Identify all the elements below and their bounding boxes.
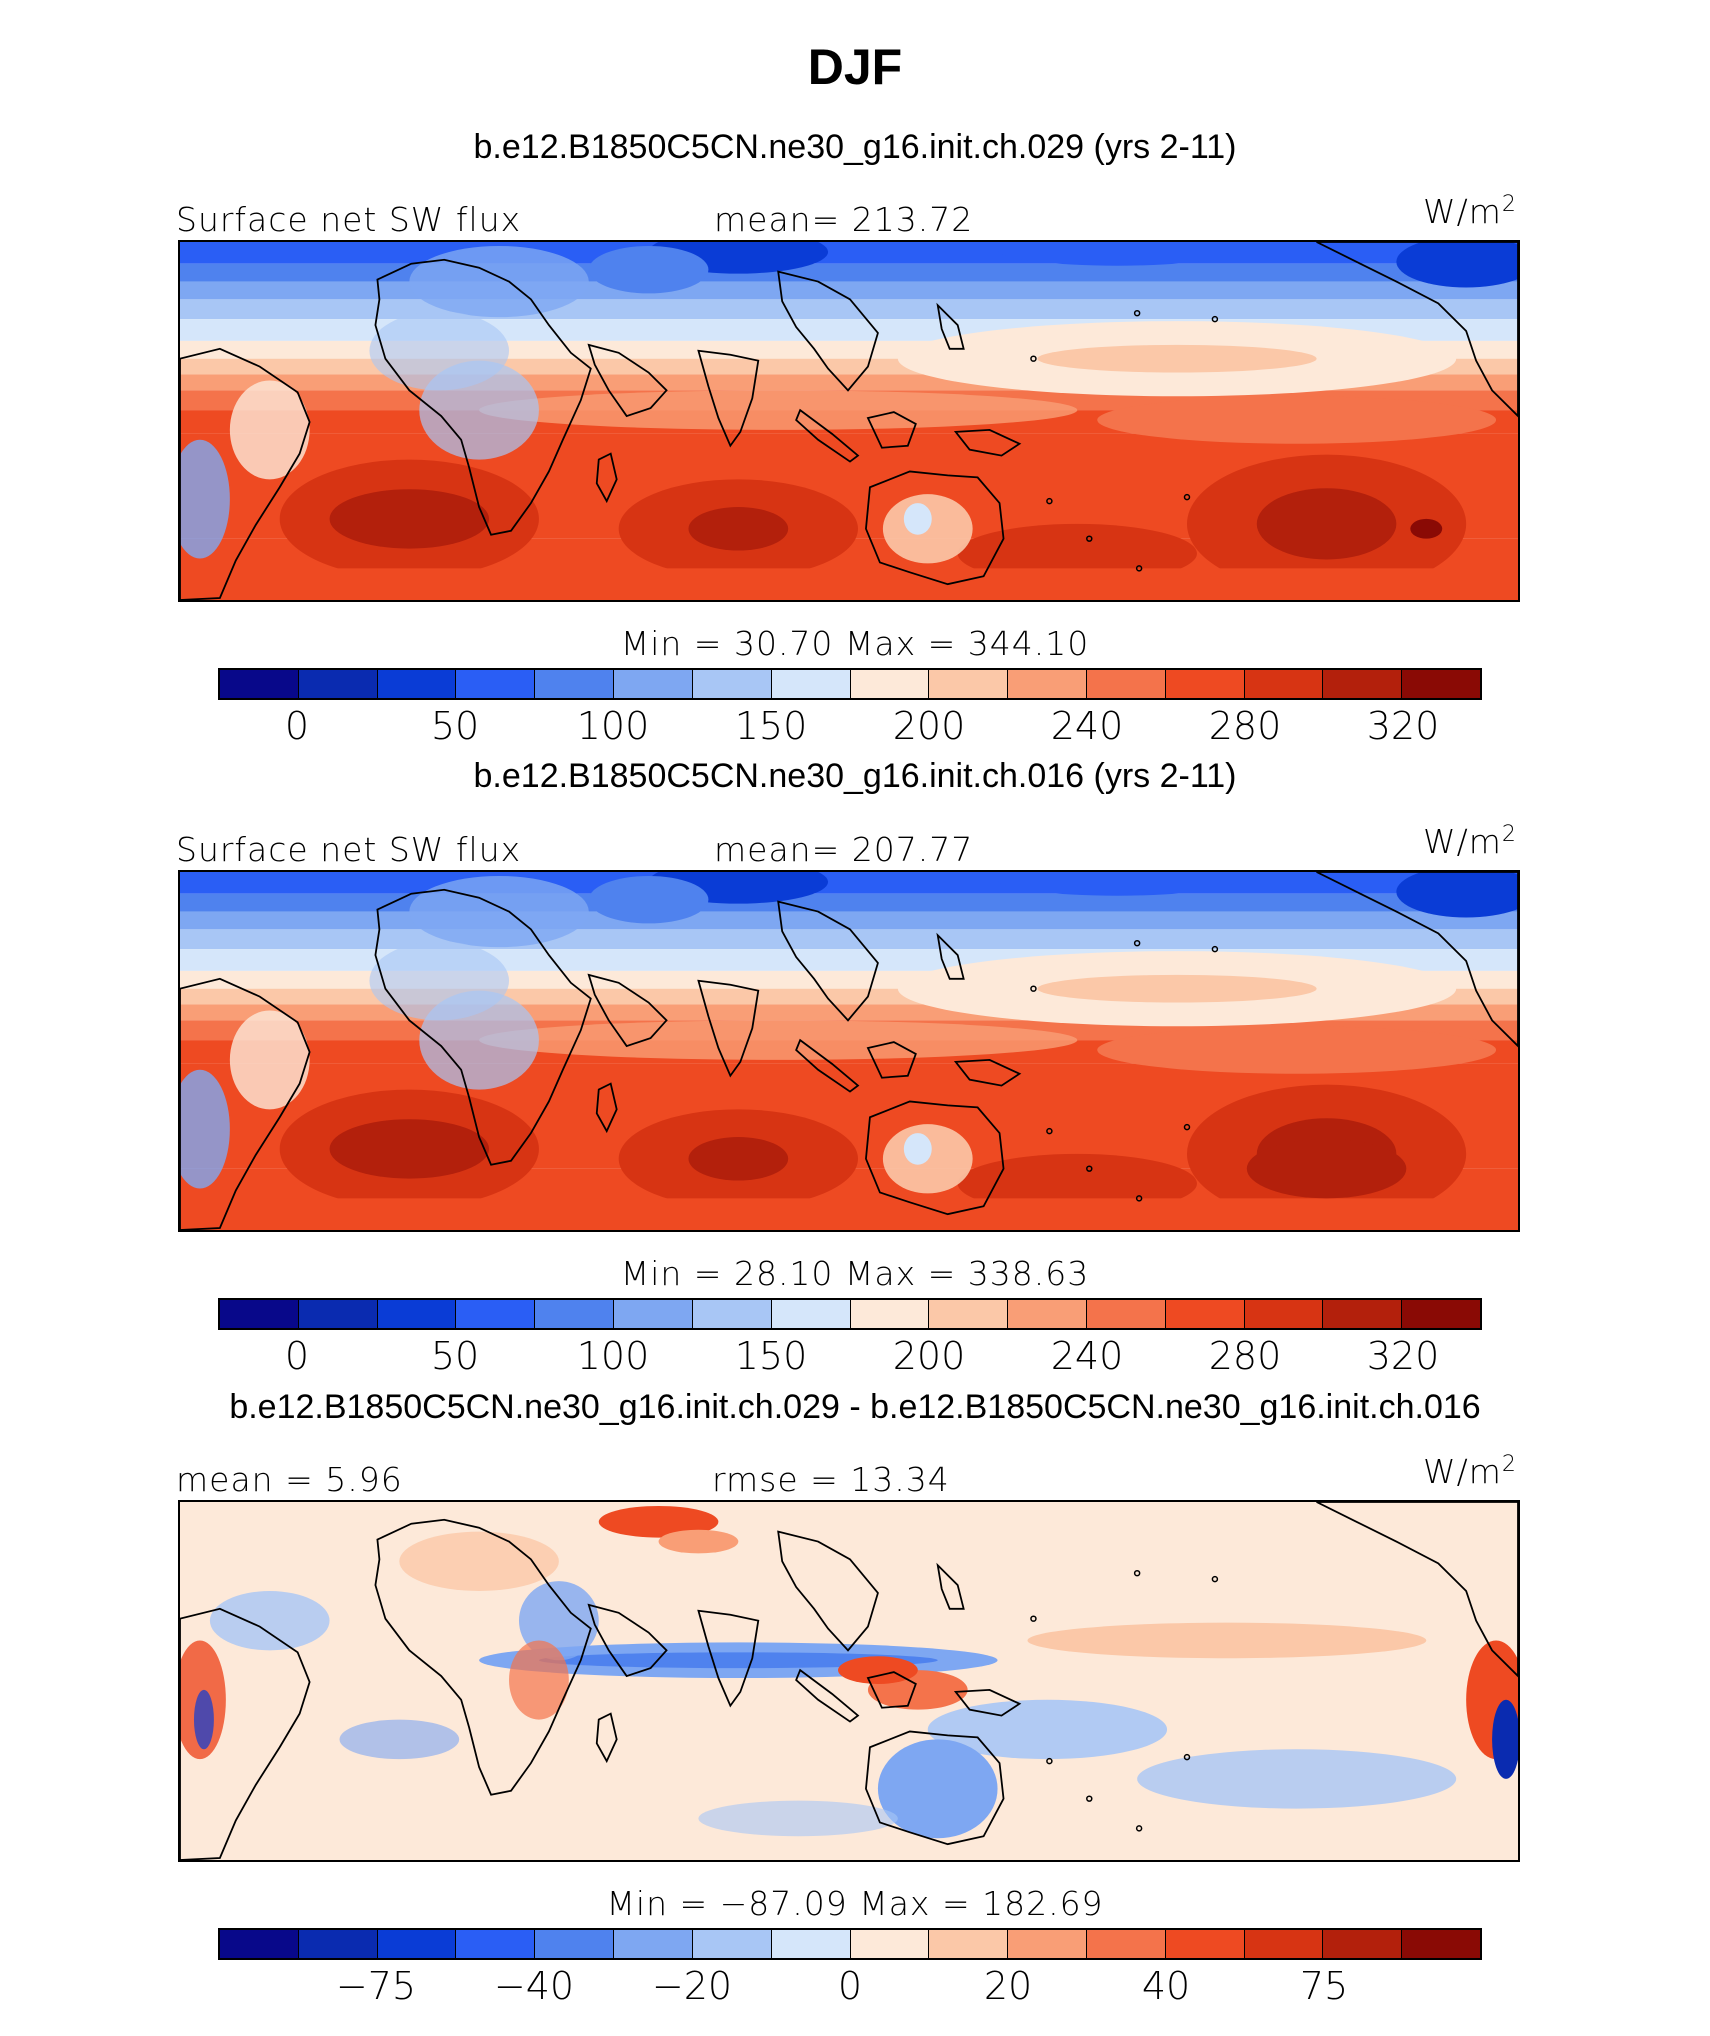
colorbar-tick-label: 20	[983, 1964, 1033, 2008]
panel-1-heading: b.e12.B1850C5CN.ne30_g16.init.ch.029 (yr…	[473, 128, 1237, 166]
colorbar-swatch	[692, 670, 772, 698]
panel-3-map	[178, 1500, 1520, 1862]
panel-2-heading: b.e12.B1850C5CN.ne30_g16.init.ch.016 (yr…	[473, 757, 1237, 795]
figure-title: DJF	[807, 39, 903, 95]
panel-1-colorbar	[218, 668, 1482, 700]
panel-2-units: W/m2	[1423, 822, 1517, 861]
colorbar-swatch	[1008, 1930, 1087, 1958]
panel-1-mean-label: mean= 213.72	[714, 200, 974, 239]
panel-3-units: W/m2	[1423, 1452, 1517, 1491]
colorbar-tick-label: 0	[284, 1334, 310, 1378]
colorbar-tick-label: 100	[576, 704, 650, 748]
colorbar-swatch	[298, 1930, 378, 1958]
colorbar-swatch	[850, 1300, 930, 1328]
colorbar-tick-label: 50	[430, 704, 480, 748]
colorbar-swatch	[1165, 1300, 1245, 1328]
colorbar-tick-label: 0	[284, 704, 310, 748]
colorbar-swatch	[1402, 670, 1480, 698]
colorbar-tick-label: 200	[892, 1334, 966, 1378]
colorbar-swatch	[1244, 1930, 1324, 1958]
panel-2-map	[178, 870, 1520, 1232]
colorbar-swatch	[1008, 1300, 1087, 1328]
colorbar-swatch	[298, 1300, 378, 1328]
colorbar-swatch	[1165, 1930, 1245, 1958]
colorbar-swatch	[1402, 1300, 1480, 1328]
colorbar-tick-label: 240	[1050, 704, 1124, 748]
panel-1-units: W/m2	[1423, 192, 1517, 231]
colorbar-swatch	[614, 1930, 693, 1958]
colorbar-swatch	[692, 1300, 772, 1328]
colorbar-tick-label: 280	[1208, 704, 1282, 748]
colorbar-swatch	[298, 670, 378, 698]
colorbar-tick-label: 320	[1366, 1334, 1440, 1378]
panel-2-colorbar	[218, 1298, 1482, 1330]
colorbar-tick-label: 100	[576, 1334, 650, 1378]
colorbar-swatch	[850, 1930, 930, 1958]
colorbar-tick-label: −75	[335, 1964, 417, 2008]
colorbar-swatch	[1323, 1930, 1403, 1958]
colorbar-swatch	[220, 1300, 299, 1328]
colorbar-swatch	[456, 1930, 536, 1958]
colorbar-swatch	[771, 1930, 851, 1958]
colorbar-swatch	[1323, 1300, 1403, 1328]
panel-2-mean-label: mean= 207.77	[714, 830, 974, 869]
colorbar-tick-label: 280	[1208, 1334, 1282, 1378]
colorbar-swatch	[614, 670, 693, 698]
colorbar-swatch	[456, 1300, 536, 1328]
colorbar-swatch	[1086, 670, 1166, 698]
colorbar-tick-label: 150	[734, 704, 808, 748]
colorbar-swatch	[614, 1300, 693, 1328]
panel-1-map	[178, 240, 1520, 602]
panel-3-heading: b.e12.B1850C5CN.ne30_g16.init.ch.029 - b…	[229, 1388, 1481, 1426]
colorbar-swatch	[1008, 670, 1087, 698]
panel-3-minmax: Min = −87.09 Max = 182.69	[606, 1884, 1104, 1923]
colorbar-swatch	[535, 1930, 615, 1958]
colorbar-tick-label: 0	[837, 1964, 863, 2008]
colorbar-tick-label: 240	[1050, 1334, 1124, 1378]
colorbar-swatch	[692, 1930, 772, 1958]
colorbar-swatch	[377, 670, 457, 698]
colorbar-tick-label: −20	[651, 1964, 733, 2008]
colorbar-swatch	[535, 1300, 615, 1328]
colorbar-tick-label: 200	[892, 704, 966, 748]
colorbar-swatch	[771, 670, 851, 698]
colorbar-swatch	[1244, 1300, 1324, 1328]
colorbar-swatch	[1323, 670, 1403, 698]
colorbar-swatch	[535, 670, 615, 698]
panel-3-mean-label: mean = 5.96	[176, 1460, 403, 1499]
colorbar-swatch	[1086, 1300, 1166, 1328]
panel-3-colorbar	[218, 1928, 1482, 1960]
colorbar-tick-label: 150	[734, 1334, 808, 1378]
colorbar-swatch	[771, 1300, 851, 1328]
colorbar-tick-label: 75	[1299, 1964, 1349, 2008]
panel-2-minmax: Min = 28.10 Max = 338.63	[620, 1254, 1090, 1293]
colorbar-swatch	[1165, 670, 1245, 698]
colorbar-swatch	[456, 670, 536, 698]
colorbar-swatch	[377, 1300, 457, 1328]
panel-1-minmax: Min = 30.70 Max = 344.10	[620, 624, 1090, 663]
colorbar-swatch	[929, 1300, 1009, 1328]
colorbar-swatch	[1086, 1930, 1166, 1958]
colorbar-swatch	[220, 670, 299, 698]
panel-3-rmse-label: rmse = 13.34	[712, 1460, 950, 1499]
colorbar-swatch	[220, 1930, 299, 1958]
panel-1-variable-label: Surface net SW flux	[176, 200, 522, 239]
colorbar-swatch	[1244, 670, 1324, 698]
colorbar-swatch	[1402, 1930, 1480, 1958]
colorbar-swatch	[850, 670, 930, 698]
colorbar-swatch	[929, 1930, 1009, 1958]
colorbar-swatch	[929, 670, 1009, 698]
colorbar-tick-label: 50	[430, 1334, 480, 1378]
panel-2-variable-label: Surface net SW flux	[176, 830, 522, 869]
colorbar-swatch	[377, 1930, 457, 1958]
colorbar-tick-label: −40	[493, 1964, 575, 2008]
colorbar-tick-label: 40	[1141, 1964, 1191, 2008]
colorbar-tick-label: 320	[1366, 704, 1440, 748]
